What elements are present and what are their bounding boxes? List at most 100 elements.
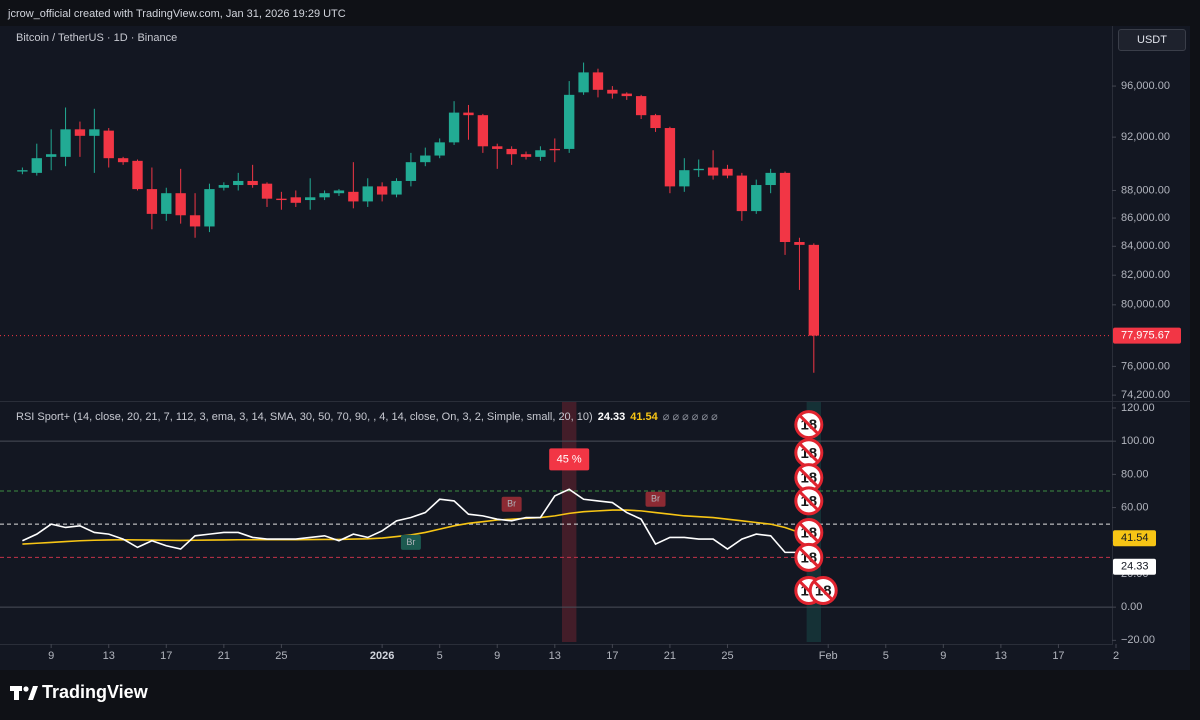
- candle-body: [74, 129, 86, 136]
- x-tick-label: 13: [995, 650, 1007, 662]
- candle-body: [751, 185, 762, 212]
- candle-body: [794, 242, 805, 245]
- candle-body: [765, 172, 776, 186]
- candle-body: [117, 158, 129, 163]
- candle-body: [635, 96, 647, 116]
- candle-body: [535, 150, 546, 157]
- y-tick-label: 92,000.00: [1121, 131, 1170, 143]
- currency-button[interactable]: USDT: [1118, 29, 1186, 51]
- candle-body: [506, 148, 517, 155]
- candle-body: [808, 244, 819, 336]
- y-tick-label: 86,000.00: [1121, 212, 1170, 224]
- x-tick-label: 5: [437, 650, 443, 662]
- y-tick-label: 0.00: [1121, 601, 1142, 613]
- candle-body: [132, 160, 143, 190]
- candle-body: [664, 128, 676, 187]
- y-tick-label: 80,000.00: [1121, 299, 1170, 311]
- candle-body: [650, 115, 661, 129]
- x-tick-label: 2: [1113, 650, 1119, 662]
- candle-body: [261, 183, 273, 199]
- candle-body: [103, 130, 114, 159]
- annotation-label: 45 %: [557, 453, 582, 465]
- x-tick-label: 17: [160, 650, 172, 662]
- candle-body: [60, 129, 71, 157]
- annotation-label: Br: [406, 537, 415, 547]
- candle-body: [463, 112, 474, 116]
- candle-body: [434, 142, 445, 156]
- signal-value: 41.54: [630, 411, 658, 423]
- x-tick-label: 25: [275, 650, 287, 662]
- y-tick-label: 84,000.00: [1121, 240, 1170, 252]
- candle-body: [693, 168, 704, 171]
- candle-body: [333, 190, 345, 194]
- candle-body: [45, 154, 57, 157]
- candle-body: [621, 93, 632, 97]
- x-tick-label: 5: [883, 650, 889, 662]
- badge-slash: [798, 547, 819, 568]
- rsi-value: 24.33: [597, 411, 626, 423]
- candle-body: [477, 115, 489, 147]
- value-tag: [1113, 530, 1156, 547]
- badge-slash: [798, 490, 819, 511]
- series-line: [22, 488, 815, 568]
- candle-body: [448, 112, 460, 143]
- candle-body: [276, 198, 287, 201]
- candle-body: [233, 180, 244, 186]
- candle-body: [319, 193, 330, 198]
- badge-slash: [798, 442, 819, 463]
- badge-slash: [798, 467, 819, 488]
- flags: ⌀ ⌀ ⌀ ⌀ ⌀ ⌀: [662, 411, 718, 423]
- value-tag-label: 24.33: [1121, 561, 1149, 573]
- x-tick-label: 13: [103, 650, 115, 662]
- candle-body: [362, 186, 373, 202]
- x-tick-label: 9: [494, 650, 500, 662]
- candle-body: [189, 215, 201, 227]
- x-tick-label: 13: [549, 650, 561, 662]
- value-tag: [1113, 558, 1156, 575]
- candle-body: [161, 193, 172, 214]
- candle-body: [405, 162, 417, 181]
- annotation-label: Br: [651, 494, 660, 504]
- candle-body: [376, 186, 388, 195]
- annotation-box: [400, 534, 421, 550]
- candle-body: [564, 94, 575, 149]
- annotation-box: [549, 448, 590, 471]
- annotation-label: Br: [507, 499, 516, 509]
- candle-body: [204, 189, 215, 227]
- candle-body: [707, 167, 719, 176]
- y-tick-label: −20.00: [1121, 634, 1155, 646]
- candle-body: [520, 154, 532, 157]
- candle-body: [722, 168, 733, 176]
- brand: TradingView: [42, 682, 149, 702]
- symbol: Bitcoin / TetherUS · 1D · Binance: [16, 32, 178, 44]
- candle-body: [420, 155, 431, 163]
- candle-body: [549, 148, 560, 151]
- candle-body: [679, 170, 690, 187]
- candle-body: [305, 197, 316, 201]
- credit: jcrow_official created with TradingView.…: [8, 8, 346, 20]
- candle-body: [779, 172, 791, 243]
- candle-body: [348, 191, 359, 202]
- y-tick-label: 82,000.00: [1121, 269, 1170, 281]
- candle-body: [17, 170, 28, 172]
- value-tag-label: 41.54: [1121, 532, 1149, 544]
- series-line: [22, 509, 815, 545]
- candle-body: [89, 129, 100, 136]
- candle-body: [175, 193, 186, 216]
- highlight-band: [562, 402, 577, 642]
- x-tick-label: 17: [606, 650, 618, 662]
- annotation-box: [645, 491, 666, 507]
- last-price-label: 77,975.67: [1121, 329, 1170, 341]
- rsi-legend: RSI Sport+ (14, close, 20, 21, 7, 112, 3…: [16, 410, 723, 423]
- x-tick-label: 25: [721, 650, 733, 662]
- annotation-box: [501, 496, 522, 512]
- x-tick-label: Feb: [819, 650, 838, 662]
- chart-area: [0, 26, 1190, 670]
- last-price-tag: [1113, 327, 1181, 344]
- y-tick-label: 88,000.00: [1121, 184, 1170, 196]
- candle-body: [146, 189, 158, 214]
- candle-body: [492, 146, 503, 149]
- x-tick-label: 9: [940, 650, 946, 662]
